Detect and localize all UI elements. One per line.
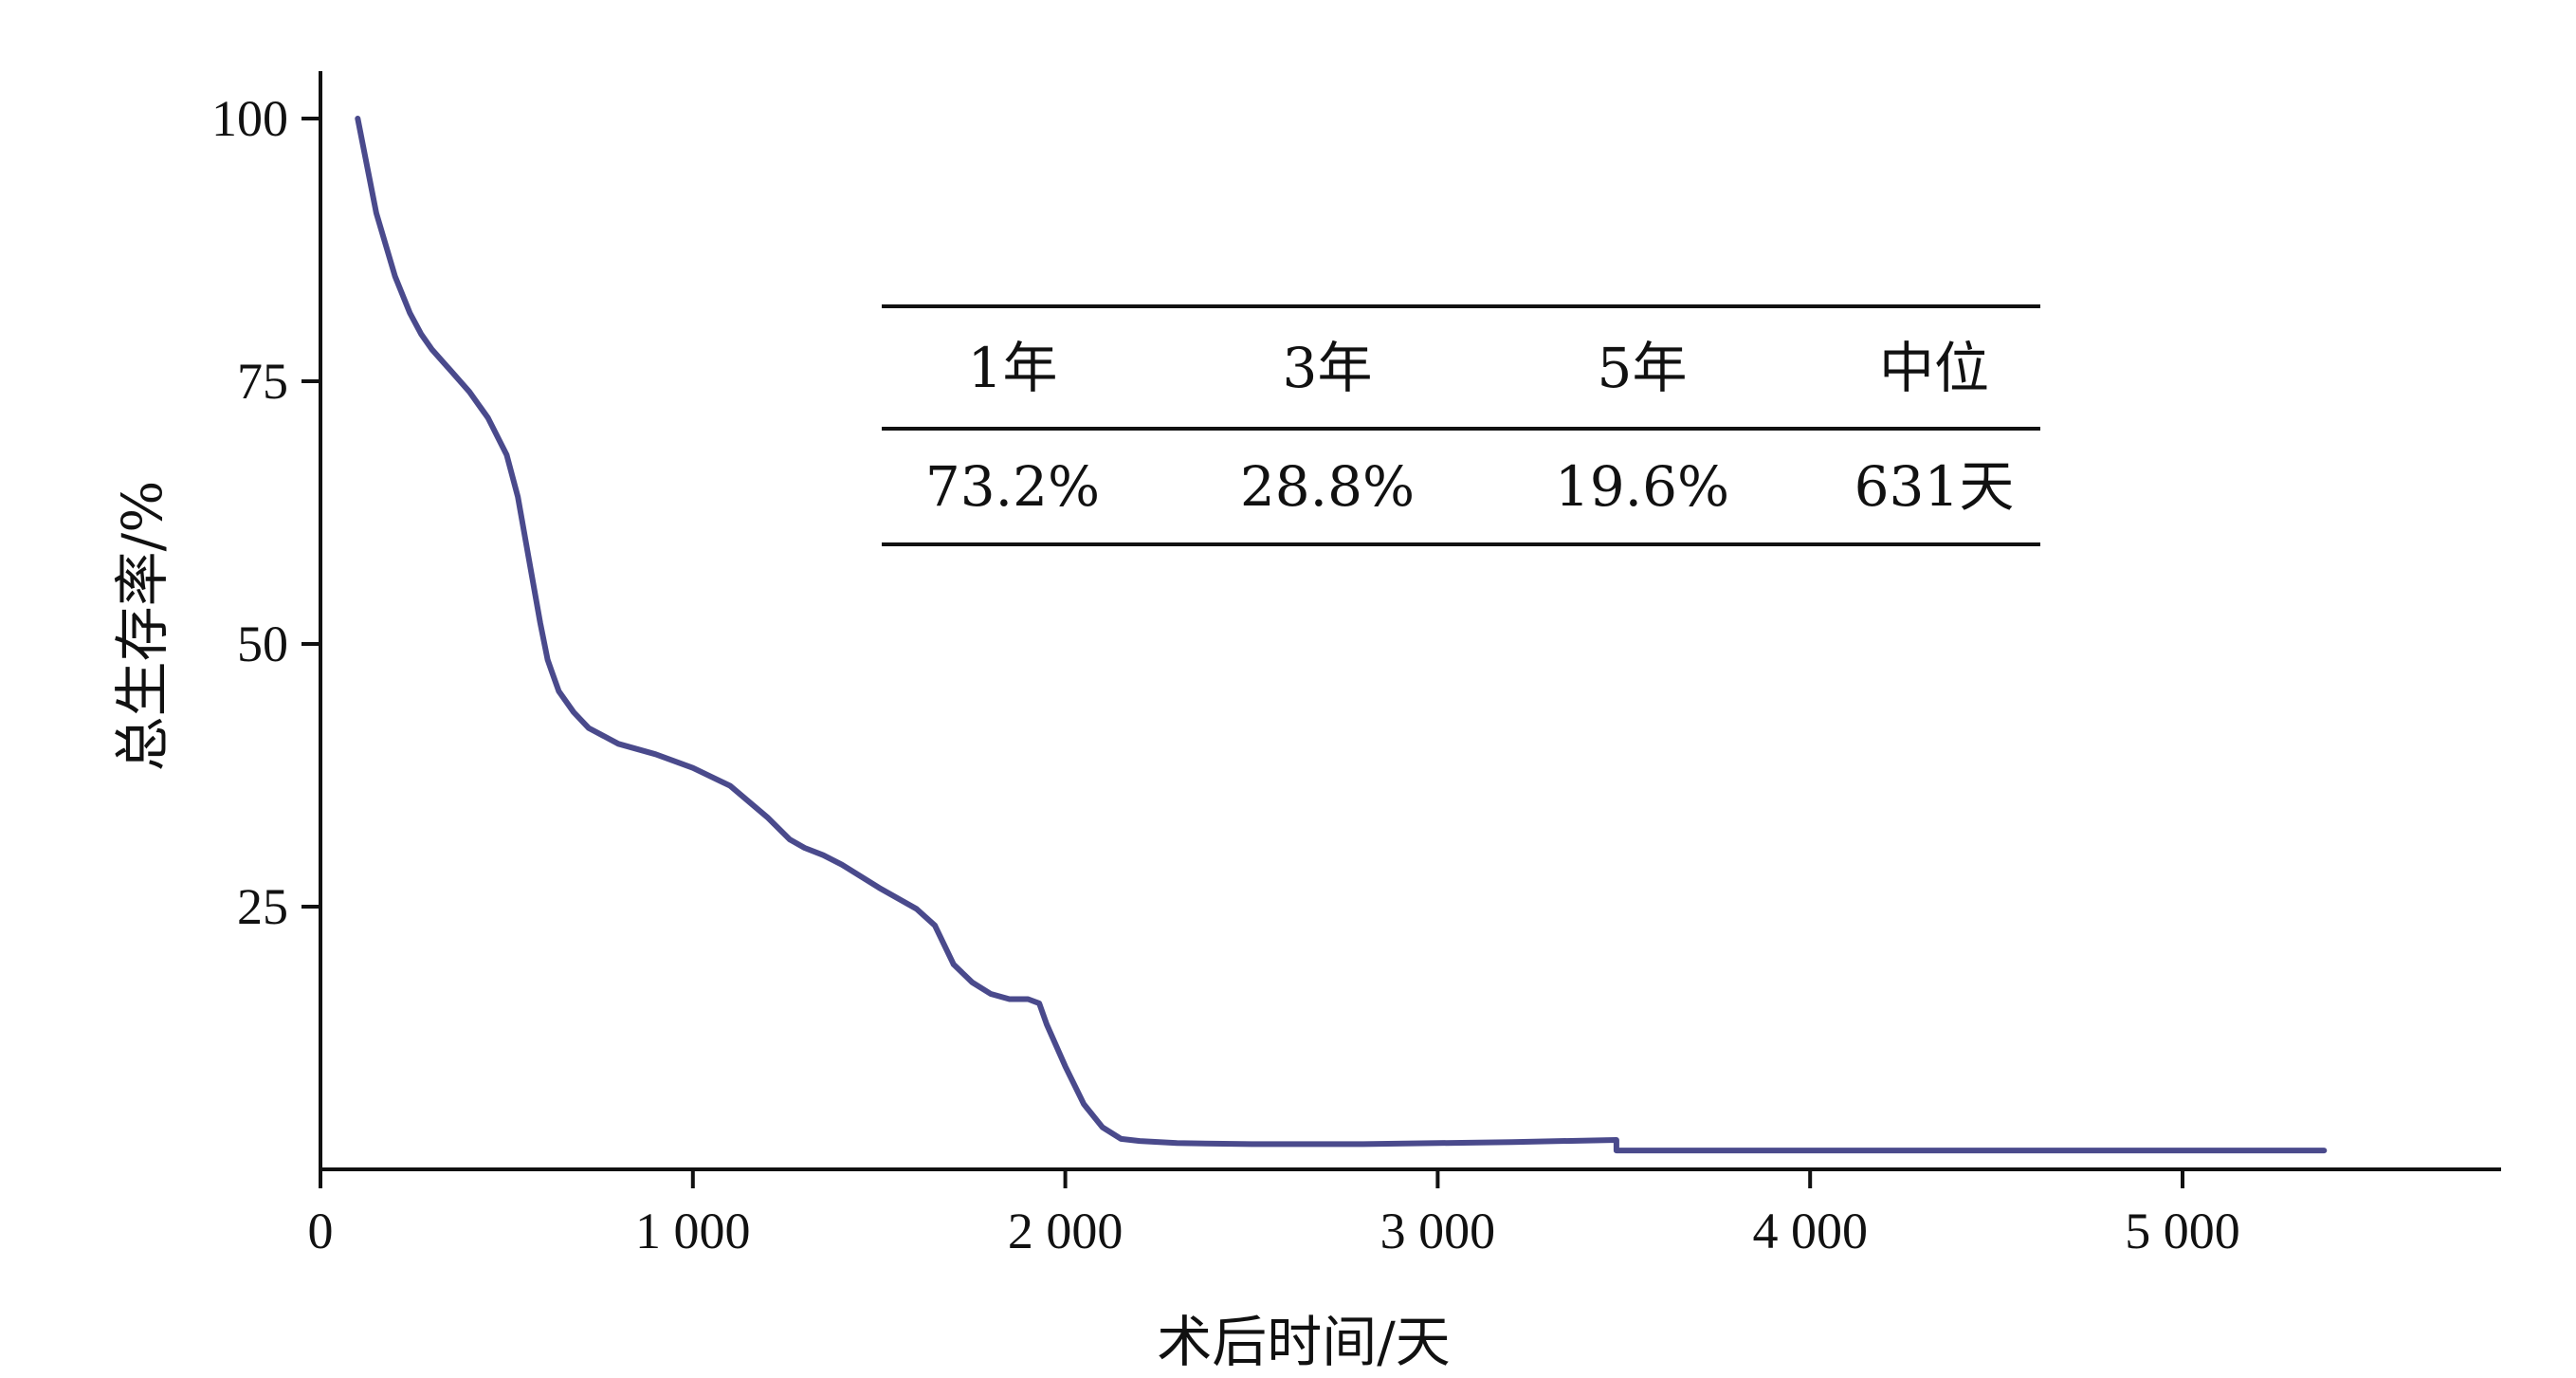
x-tick-label: 4 000: [1752, 1203, 1868, 1259]
y-tick-label: 75: [237, 353, 288, 410]
survival-curve: [355, 116, 2328, 1154]
table-value-1y: 73.2%: [925, 454, 1100, 519]
table-value-5y: 19.6%: [1555, 454, 1729, 519]
x-tick-label: 1 000: [635, 1203, 751, 1259]
summary-table: 1年 3年 5年 中位 73.2% 28.8% 19.6% 631天: [882, 304, 2040, 546]
y-tick-label: 100: [211, 90, 288, 147]
table-value-median: 631天: [1854, 454, 2015, 519]
y-axis-title: 总生存率/%: [110, 481, 174, 772]
y-ticks: 25 50 75 100: [211, 90, 320, 935]
table-header-1y: 1年: [968, 336, 1058, 400]
y-tick-label: 50: [237, 616, 288, 672]
x-tick-label: 0: [308, 1203, 334, 1259]
x-axis-title: 术后时间/天: [1157, 1310, 1451, 1374]
table-value-3y: 28.8%: [1240, 454, 1415, 519]
x-tick-label: 5 000: [2125, 1203, 2240, 1259]
x-tick-label: 2 000: [1008, 1203, 1124, 1259]
table-header-5y: 5年: [1598, 336, 1688, 400]
table-header-3y: 3年: [1283, 336, 1373, 400]
table-header-median: 中位: [1879, 336, 1989, 400]
y-tick-label: 25: [237, 878, 288, 935]
x-ticks: 0 1 000 2 000 3 000 4 000 5 000: [308, 1169, 2240, 1259]
x-tick-label: 3 000: [1380, 1203, 1496, 1259]
